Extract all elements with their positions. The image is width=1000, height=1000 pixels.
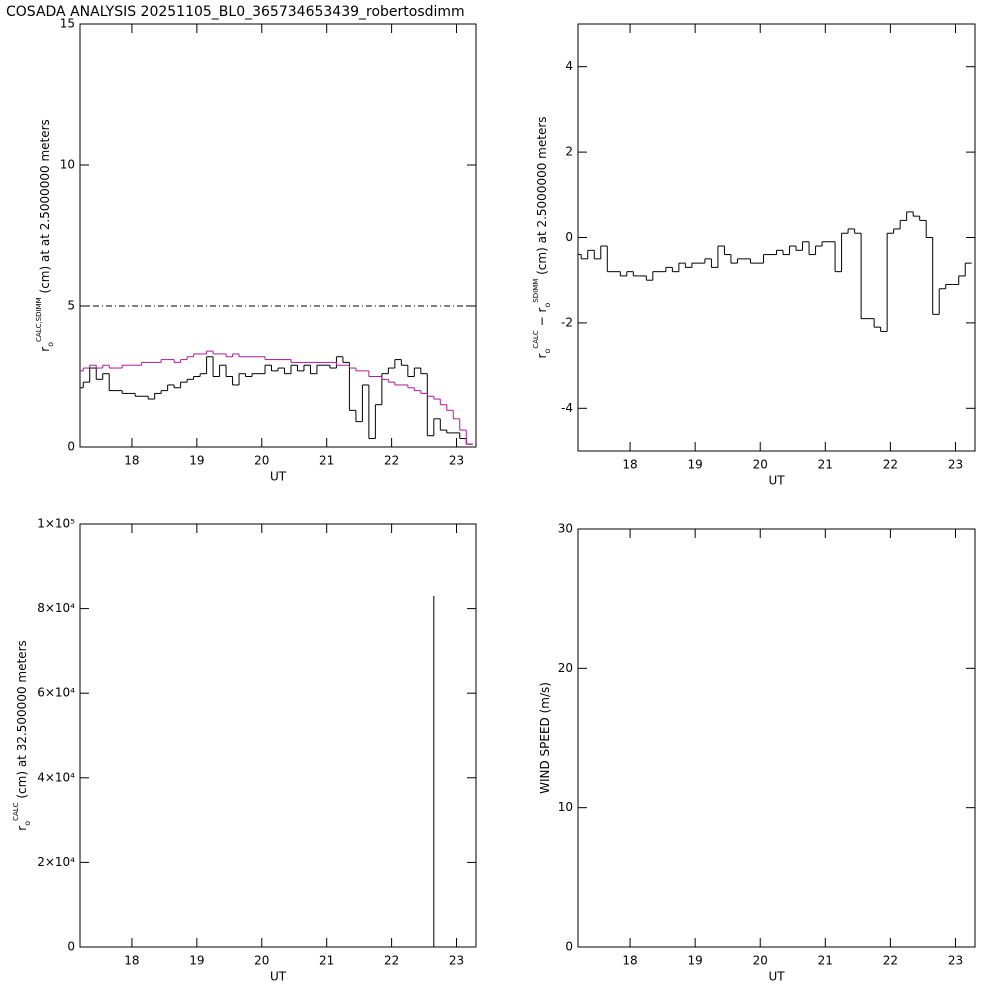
y-axis-label-part: r: [38, 347, 52, 352]
y-axis-label-part: SDIMM: [532, 279, 540, 303]
x-tick-label: 21: [319, 954, 334, 968]
x-tick-label: 23: [948, 458, 963, 472]
x-tick-label: 21: [818, 458, 833, 472]
x-tick-label: 23: [449, 954, 464, 968]
y-tick-label: 4: [565, 59, 573, 73]
y-tick-label: 10: [60, 158, 75, 172]
x-tick-label: 18: [124, 954, 139, 968]
y-axis-label-part: r: [15, 826, 29, 831]
x-tick-label: 20: [753, 954, 768, 968]
x-tick-label: 19: [189, 454, 204, 468]
y-tick-label: 0: [565, 230, 573, 244]
x-tick-label: 21: [818, 954, 833, 968]
y-tick-label: 4×10⁴: [37, 770, 75, 784]
y-tick-label: 0: [67, 940, 75, 954]
x-tick-label: 19: [688, 458, 703, 472]
y-tick-label: 2: [565, 145, 573, 159]
x-tick-label: 18: [622, 954, 637, 968]
x-tick-label: 18: [622, 458, 637, 472]
x-tick-label: 22: [384, 954, 399, 968]
y-tick-label: 0: [67, 440, 75, 454]
y-axis-label: roCALC,SDIMM (cm) at at 2.5000000 meters: [35, 119, 55, 352]
y-tick-label: 20: [558, 661, 573, 675]
y-tick-label: 10: [558, 800, 573, 814]
x-tick-label: 20: [753, 458, 768, 472]
y-axis-label-part: o: [23, 821, 32, 826]
y-tick-label: 30: [558, 522, 573, 536]
plot-frame: [79, 23, 477, 448]
x-tick-label: 18: [124, 454, 139, 468]
x-axis-label: UT: [768, 474, 785, 488]
y-axis-label: roCALC − roSDIMM (cm) at 2.5000000 meter…: [532, 116, 552, 358]
y-axis-label: roCALC (cm) at 32.500000 meters: [12, 640, 32, 831]
y-axis-label-part: (cm) at at 2.5000000 meters: [38, 119, 52, 297]
y-tick-label: 6×10⁴: [37, 686, 75, 700]
x-axis-label: UT: [270, 970, 287, 984]
y-axis-label-part: − r: [535, 308, 549, 331]
y-axis-label-part: o: [46, 342, 55, 347]
y-axis-label-part: r: [535, 354, 549, 359]
x-tick-label: 23: [948, 954, 963, 968]
x-tick-label: 20: [254, 954, 269, 968]
x-tick-label: 21: [319, 454, 334, 468]
y-tick-label: 1×10⁵: [37, 517, 75, 531]
x-tick-label: 22: [883, 954, 898, 968]
x-tick-label: 19: [688, 954, 703, 968]
y-axis-label-part: CALC,SDIMM: [35, 297, 43, 342]
y-axis-label-part: WIND SPEED (m/s): [538, 682, 552, 794]
y-axis-label-part: (cm) at 2.5000000 meters: [535, 116, 549, 278]
y-tick-label: 8×10⁴: [37, 601, 75, 615]
y-axis-label-part: o: [543, 349, 552, 354]
y-tick-label: 2×10⁴: [37, 855, 75, 869]
y-axis-label-part: CALC: [532, 330, 540, 349]
y-tick-label: -2: [561, 315, 573, 329]
plot-frame: [577, 23, 976, 452]
y-tick-label: 5: [67, 299, 75, 313]
y-tick-label: -4: [561, 401, 573, 415]
x-tick-label: 20: [254, 454, 269, 468]
figure-title: COSADA ANALYSIS 20251105_BL0_36573465343…: [6, 4, 465, 20]
x-axis-label: UT: [768, 970, 785, 984]
plot-frame: [79, 523, 477, 948]
x-tick-label: 19: [189, 954, 204, 968]
y-tick-label: 0: [565, 940, 573, 954]
y-axis-label: WIND SPEED (m/s): [538, 682, 552, 794]
x-tick-label: 22: [384, 454, 399, 468]
x-tick-label: 22: [883, 458, 898, 472]
y-tick-label: 15: [60, 17, 75, 31]
x-tick-label: 23: [449, 454, 464, 468]
plot-frame: [577, 528, 976, 948]
x-axis-label: UT: [270, 470, 287, 484]
y-axis-label-part: (cm) at 32.500000 meters: [15, 640, 29, 802]
y-axis-label-part: CALC: [12, 802, 20, 821]
y-axis-label-part: o: [543, 303, 552, 308]
